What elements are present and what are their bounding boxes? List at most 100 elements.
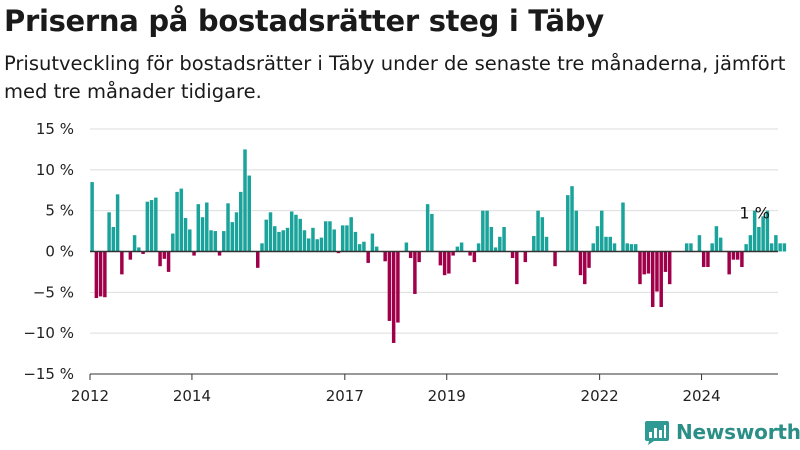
bar bbox=[633, 244, 638, 252]
bar bbox=[731, 251, 736, 260]
bar bbox=[323, 221, 328, 252]
bar bbox=[612, 243, 617, 252]
bar bbox=[532, 235, 536, 252]
x-tick-label: 2012 bbox=[71, 387, 109, 405]
bar bbox=[740, 251, 744, 268]
bar bbox=[604, 236, 608, 252]
bar bbox=[774, 235, 778, 252]
bar bbox=[166, 251, 171, 272]
bar bbox=[396, 251, 400, 323]
bar bbox=[587, 251, 591, 268]
bar bbox=[205, 202, 209, 252]
bar bbox=[332, 229, 336, 252]
bar bbox=[145, 201, 150, 252]
bar bbox=[778, 243, 782, 252]
bar bbox=[744, 244, 748, 252]
bar bbox=[171, 233, 175, 252]
y-tick-label: −10 % bbox=[23, 324, 74, 342]
bar bbox=[727, 251, 731, 275]
bar bbox=[183, 218, 188, 252]
bar bbox=[625, 243, 629, 252]
x-axis: 2012 2014 2017 2019 2022 2024 bbox=[71, 373, 778, 405]
bar bbox=[667, 251, 672, 285]
bar bbox=[111, 227, 116, 252]
bar bbox=[735, 251, 740, 260]
bar bbox=[570, 186, 574, 252]
bar bbox=[311, 227, 315, 252]
bar bbox=[591, 243, 596, 252]
bar bbox=[655, 251, 659, 292]
bar bbox=[239, 191, 243, 252]
bar bbox=[642, 251, 646, 275]
x-tick-label: 2014 bbox=[173, 387, 211, 405]
bar bbox=[383, 251, 387, 262]
annotations: 1 % bbox=[739, 203, 769, 222]
bar bbox=[319, 237, 324, 252]
bar bbox=[179, 188, 184, 252]
x-tick-label: 2017 bbox=[326, 387, 364, 405]
bar bbox=[141, 251, 145, 254]
bar bbox=[268, 212, 273, 252]
bar bbox=[493, 247, 498, 252]
bar bbox=[706, 251, 710, 268]
y-axis-tick-labels: −15 % −10 % −5 % 0 % 5 % 10 % 15 % bbox=[23, 120, 74, 383]
chart-subtitle: Prisutveckling för bostadsrätter i Täby … bbox=[4, 52, 786, 103]
bar bbox=[243, 149, 247, 252]
bar bbox=[536, 210, 540, 252]
bar bbox=[710, 243, 714, 252]
bar bbox=[714, 226, 719, 252]
bar bbox=[277, 231, 281, 252]
bar bbox=[328, 221, 332, 252]
bar bbox=[472, 251, 477, 263]
bar bbox=[769, 243, 774, 252]
bar bbox=[510, 251, 515, 259]
bar bbox=[336, 251, 341, 254]
bar bbox=[353, 231, 358, 252]
bar bbox=[476, 243, 481, 252]
bar bbox=[459, 242, 464, 252]
bar bbox=[629, 244, 634, 252]
bar bbox=[408, 251, 413, 259]
bar bbox=[294, 214, 298, 252]
bar bbox=[94, 251, 99, 299]
bar bbox=[757, 227, 761, 252]
bar bbox=[566, 195, 570, 252]
bar bbox=[761, 216, 765, 252]
bar bbox=[489, 227, 494, 252]
bar bbox=[689, 243, 693, 252]
bar bbox=[200, 217, 205, 252]
bar bbox=[107, 212, 111, 252]
bar bbox=[289, 211, 294, 252]
bar bbox=[646, 251, 651, 274]
brand-name: Newsworthy bbox=[676, 420, 800, 444]
y-tick-label: −5 % bbox=[33, 283, 74, 301]
bar bbox=[748, 235, 753, 252]
bar bbox=[425, 204, 430, 252]
bar bbox=[98, 251, 103, 297]
bar bbox=[192, 251, 196, 256]
bar bbox=[162, 251, 167, 259]
bar bbox=[502, 227, 506, 252]
bar bbox=[752, 210, 757, 252]
bar bbox=[234, 212, 239, 252]
bar bbox=[217, 251, 222, 256]
bar bbox=[387, 251, 392, 321]
bar bbox=[230, 222, 235, 252]
bars bbox=[90, 149, 787, 343]
bar bbox=[340, 225, 345, 252]
bar bbox=[175, 191, 179, 252]
bar bbox=[349, 217, 353, 252]
bar bbox=[574, 210, 579, 252]
bar bbox=[523, 251, 528, 263]
x-tick-label: 2019 bbox=[428, 387, 466, 405]
bar bbox=[374, 246, 379, 252]
bar bbox=[553, 251, 557, 267]
bar bbox=[103, 251, 107, 298]
y-tick-label: 10 % bbox=[36, 161, 74, 179]
bar bbox=[120, 251, 124, 275]
bar bbox=[366, 251, 370, 263]
x-tick-label: 2024 bbox=[682, 387, 720, 405]
bar bbox=[442, 251, 447, 276]
bar bbox=[455, 246, 460, 252]
bar bbox=[247, 175, 252, 252]
